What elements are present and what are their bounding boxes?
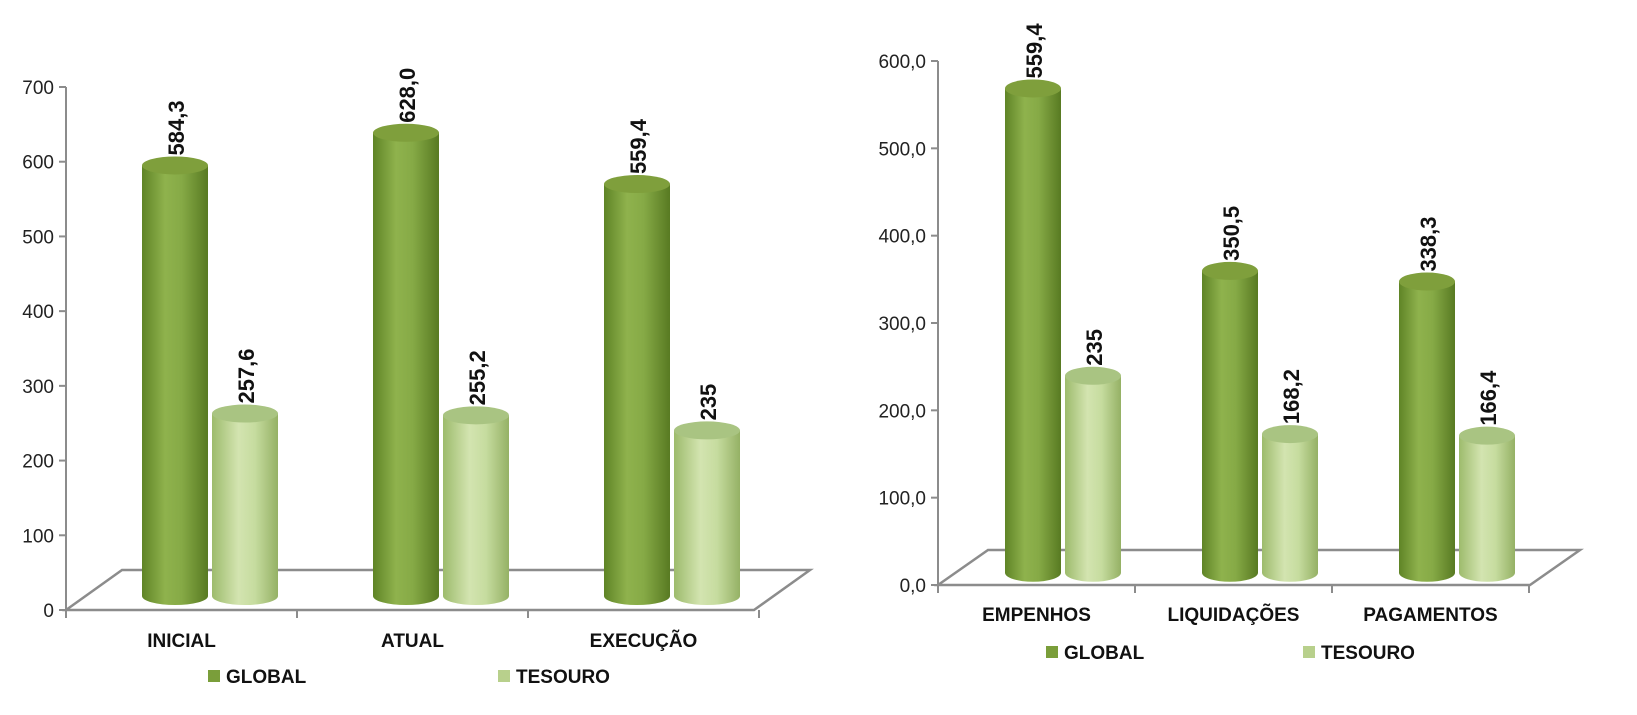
bar-tesouro-2-top: [443, 406, 509, 425]
y-tick-label: 200,0: [878, 401, 926, 422]
bar-global-1-body: [142, 165, 208, 605]
legend-swatch-global: [1046, 646, 1058, 658]
data-label-tesouro: 168,2: [1279, 369, 1304, 424]
x-category-label: ATUAL: [381, 631, 444, 652]
bar-global-2-top: [373, 123, 439, 142]
x-category-label: LIQUIDAÇÕES: [1168, 604, 1300, 626]
bar-tesouro-3: [1459, 426, 1515, 582]
legend-swatch-tesouro: [498, 670, 510, 682]
bar-global-2: [373, 123, 439, 605]
bar-tesouro-1: [212, 404, 278, 605]
bar-tesouro-2: [1262, 425, 1318, 582]
bar-tesouro-1-body: [1065, 375, 1121, 582]
bar-global-3-body: [604, 184, 670, 605]
chart-execucao: 0,0 100,0 200,0 300,0 400,0 500,0 600,0 559,4 23…: [878, 23, 1584, 664]
legend-label: TESOURO: [516, 667, 610, 688]
y-tick-label: 500,0: [878, 139, 926, 160]
y-tick-label: 100,0: [878, 489, 926, 510]
legend-label: GLOBAL: [1064, 643, 1145, 664]
data-label-tesouro: 257,6: [234, 348, 259, 403]
bar-tesouro-3: [674, 421, 740, 605]
bar-tesouro-2-body: [443, 415, 509, 605]
bar-global-3: [1399, 272, 1455, 582]
bar-global-1: [1005, 79, 1061, 582]
y-tick-label: 100: [22, 526, 54, 547]
bar-global-3-top: [604, 175, 670, 194]
bar-global-1-body: [1005, 88, 1061, 582]
y-tick-label: 600,0: [878, 52, 926, 73]
data-label-global: 350,5: [1219, 206, 1244, 261]
x-category-label: EXECUÇÃO: [590, 630, 698, 652]
y-tick-label: 300: [22, 377, 54, 398]
legend-label: TESOURO: [1321, 643, 1415, 664]
y-tick-label: 400: [22, 302, 54, 323]
data-label-global: 559,4: [626, 118, 651, 174]
y-tick-label: 200: [22, 452, 54, 473]
bar-tesouro-1-top: [1065, 366, 1121, 385]
data-label-tesouro: 166,4: [1476, 370, 1501, 426]
legend-swatch-global: [208, 670, 220, 682]
bar-global-3-body: [1399, 281, 1455, 582]
x-category-label: PAGAMENTOS: [1363, 605, 1497, 626]
bar-tesouro-1-body: [212, 413, 278, 605]
y-tick-label: 300,0: [878, 314, 926, 335]
bar-tesouro-1-top: [212, 404, 278, 423]
data-label-global: 584,3: [164, 100, 189, 155]
data-label-tesouro: 235: [696, 384, 721, 421]
bar-global-2-top: [1202, 261, 1258, 280]
bar-global-1: [142, 156, 208, 605]
bar-global-2-body: [1202, 270, 1258, 582]
x-category-label: INICIAL: [147, 631, 216, 652]
data-label-global: 628,0: [395, 68, 420, 123]
bar-global-3-top: [1399, 272, 1455, 291]
y-tick-label: 600: [22, 153, 54, 174]
bar-tesouro-2: [443, 406, 509, 605]
y-tick-label: 400,0: [878, 227, 926, 248]
y-tick-label: 700: [22, 78, 54, 99]
bar-tesouro-3-top: [674, 421, 740, 440]
bar-tesouro-3-top: [1459, 426, 1515, 445]
y-tick-label: 0: [43, 601, 54, 622]
y-tick-label: 500: [22, 227, 54, 248]
x-category-label: EMPENHOS: [982, 605, 1091, 626]
data-label-tesouro: 235: [1082, 329, 1107, 366]
chart-orcamento: 0 100 200 300 400 500 600 700 584,3 257,6 INICIAL 6…: [22, 68, 814, 688]
bar-global-1-top: [142, 156, 208, 175]
bar-tesouro-3-body: [674, 430, 740, 605]
bar-tesouro-1: [1065, 366, 1121, 582]
bar-tesouro-2-body: [1262, 434, 1318, 582]
data-label-tesouro: 255,2: [465, 350, 490, 405]
bar-global-2-body: [373, 132, 439, 605]
y-tick-label: 0,0: [900, 576, 926, 597]
bar-global-3: [604, 175, 670, 605]
data-label-global: 338,3: [1416, 216, 1441, 271]
legend-label: GLOBAL: [226, 667, 307, 688]
bar-tesouro-2-top: [1262, 425, 1318, 444]
bar-global-1-top: [1005, 79, 1061, 98]
bar-global-2: [1202, 261, 1258, 582]
legend-swatch-tesouro: [1303, 646, 1315, 658]
data-label-global: 559,4: [1022, 23, 1047, 79]
bar-tesouro-3-body: [1459, 435, 1515, 582]
